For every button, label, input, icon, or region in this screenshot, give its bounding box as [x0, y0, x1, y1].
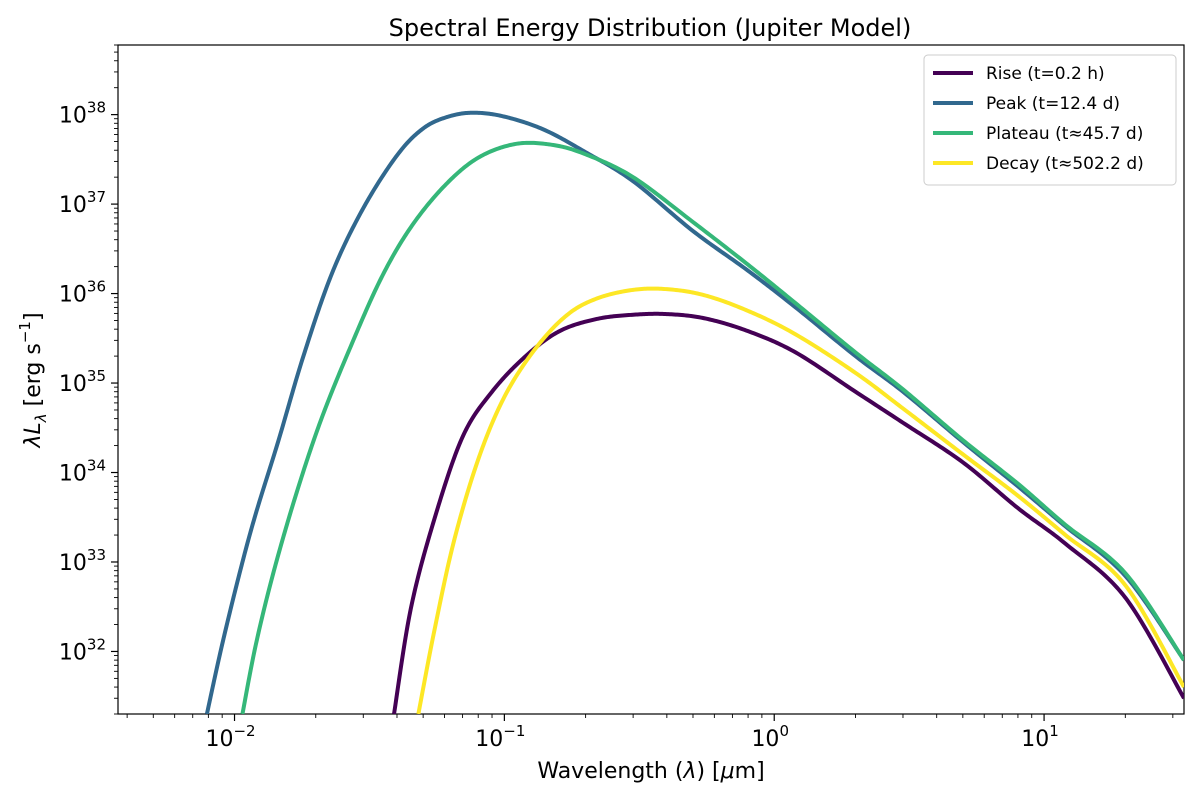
y-axis-label: λLλ [erg s−1]	[16, 312, 50, 448]
legend-entry: Decay (t≈502.2 d)	[986, 154, 1144, 174]
y-axis: 1032 1033 1034 1035 1036 1037 1038	[59, 44, 118, 715]
y-tick-label: 1034	[59, 457, 106, 487]
series-line-3	[240, 140, 1184, 714]
x-tick-label: 101	[1021, 722, 1059, 752]
y-tick-label: 1036	[59, 278, 106, 308]
y-tick-label: 1032	[59, 635, 106, 665]
x-tick-label: 100	[751, 722, 789, 752]
series-line-2	[204, 110, 1184, 714]
plot-area	[117, 44, 1185, 715]
y-tick-label: 1033	[59, 546, 106, 576]
y-tick-label: 1035	[59, 367, 106, 397]
plot-frame	[117, 44, 1185, 715]
legend-entry: Plateau (t≈45.7 d)	[986, 124, 1143, 144]
series-line-4	[416, 286, 1184, 714]
series-layer	[204, 110, 1184, 714]
x-axis-label: Wavelength (λ) [μm]	[537, 759, 764, 784]
y-tick-label: 1037	[59, 188, 106, 218]
x-tick-label: 10−1	[475, 722, 525, 752]
chart-title: Spectral Energy Distribution (Jupiter Mo…	[389, 14, 912, 42]
y-tick-label: 1038	[59, 99, 106, 129]
series-line-1	[392, 311, 1184, 714]
x-axis: 10−2 10−1 100 101	[126, 714, 1174, 752]
legend: Rise (t=0.2 h) Peak (t=12.4 d) Plateau (t≈…	[923, 54, 1177, 186]
legend-entry: Rise (t=0.2 h)	[986, 64, 1105, 84]
legend-box	[923, 54, 1177, 186]
x-tick-label: 10−2	[205, 722, 255, 752]
legend-entry: Peak (t=12.4 d)	[986, 94, 1120, 114]
